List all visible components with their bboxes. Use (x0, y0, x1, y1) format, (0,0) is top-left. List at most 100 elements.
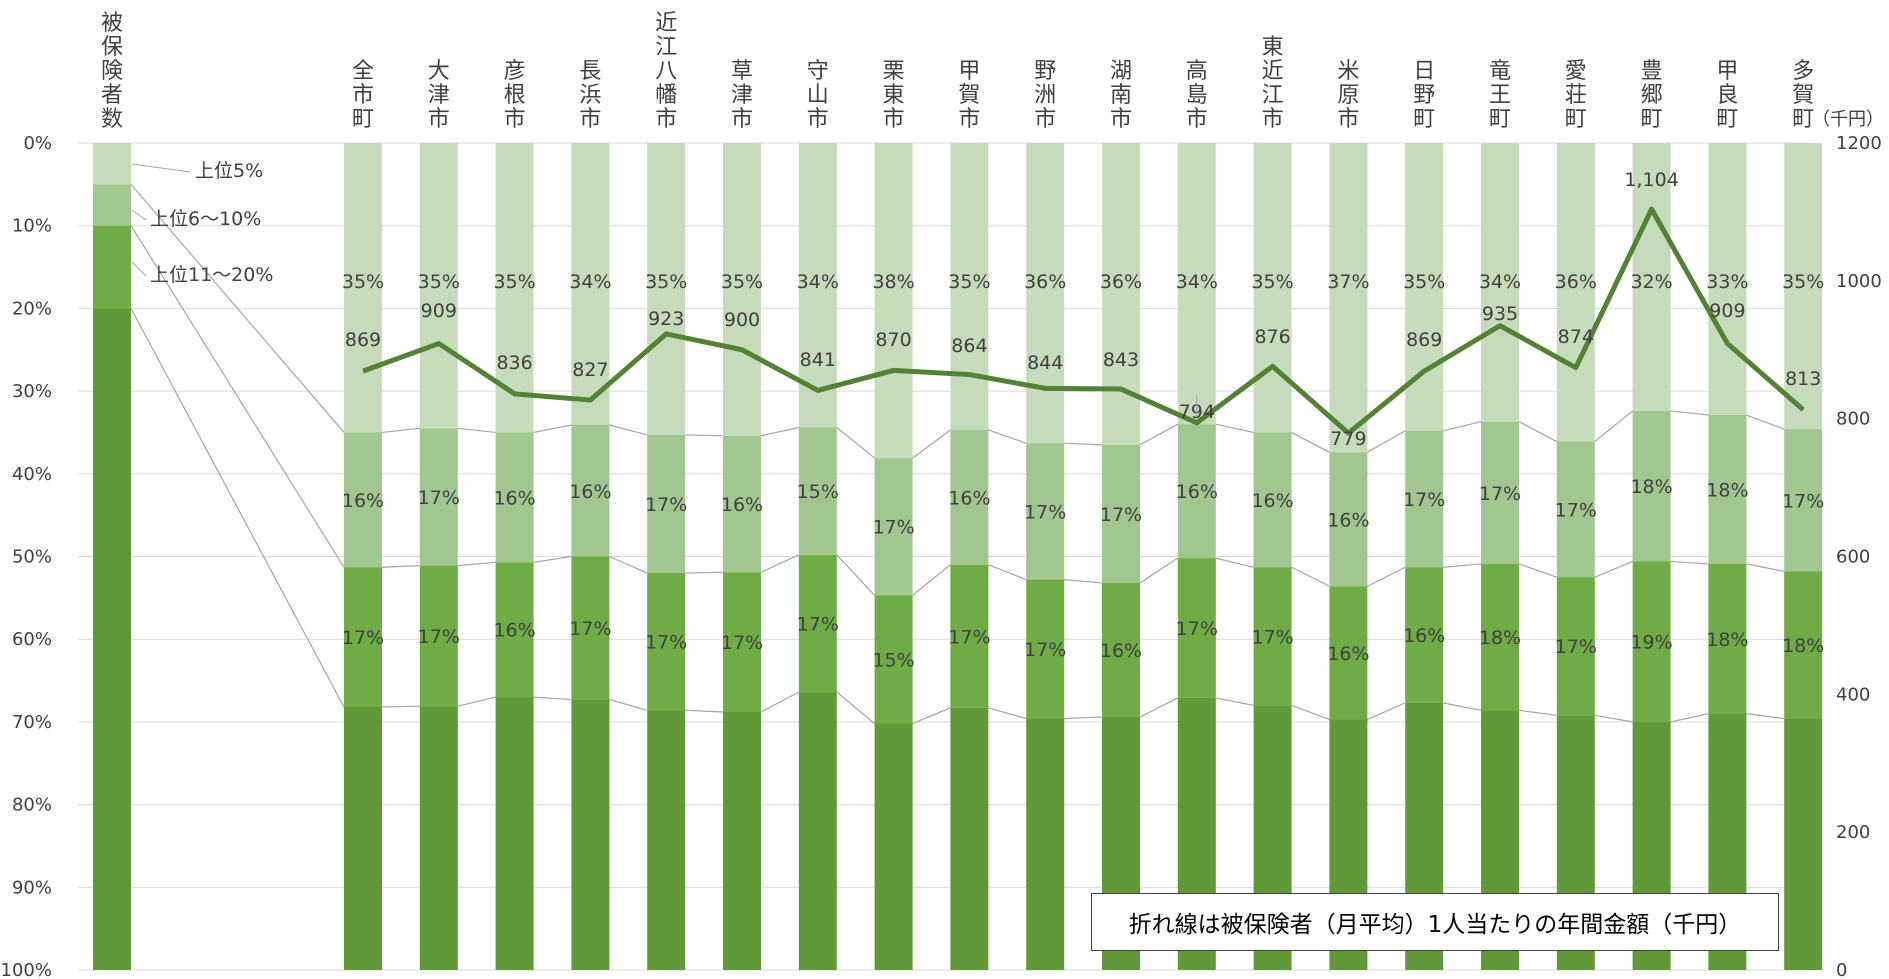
connector-line (1291, 566, 1330, 587)
connector-line (988, 564, 1027, 581)
bar-segment (647, 710, 686, 970)
category-label: 栗東市 (883, 59, 905, 132)
connector-line (1367, 430, 1406, 453)
bar-segment (344, 567, 382, 708)
line-value-label: 874 (1558, 326, 1594, 348)
line-value-label: 843 (1103, 349, 1139, 371)
connector-line (685, 709, 724, 713)
category-label: 甲賀市 (958, 59, 980, 132)
category-label: 高島市 (1186, 59, 1208, 132)
bar-segment (1102, 143, 1140, 445)
connector-line (533, 424, 572, 434)
segment-label: 17% (797, 613, 839, 635)
side-label: 上位6～10% (150, 208, 261, 230)
amount-line (362, 206, 1805, 436)
connector-line (1670, 410, 1709, 416)
line-value-label: 870 (875, 329, 911, 351)
connector-line (760, 691, 800, 713)
connector-line (1215, 423, 1254, 434)
connector-line (130, 183, 345, 433)
bar-segment (874, 723, 913, 970)
bar-segment (1177, 558, 1216, 698)
category-label-text: 豊郷町 (1641, 59, 1663, 132)
bar-segment (950, 143, 989, 430)
segment-label: 16% (569, 481, 611, 503)
segment-label: 37% (1327, 271, 1369, 293)
category-label-text: 大津市 (428, 59, 450, 132)
side-leader-line (131, 261, 147, 277)
connector-line (760, 554, 800, 573)
category-label: 竜王町 (1489, 59, 1511, 132)
segment-label: 17% (645, 632, 687, 654)
segment-label: 35% (493, 271, 535, 293)
connector-line (1670, 713, 1709, 723)
category-label: 湖南市 (1110, 59, 1132, 132)
connector-line (988, 429, 1027, 444)
insured-bar-segment (93, 184, 131, 226)
line-value-label: 1,104 (1624, 169, 1678, 191)
connector-line (1064, 579, 1103, 584)
category-label: 日野町 (1413, 59, 1435, 132)
bar-segment (495, 697, 534, 970)
segment-label: 16% (342, 490, 384, 512)
connector-line (1746, 414, 1785, 430)
line-series (362, 206, 1805, 436)
category-label: 多賀町 (1792, 59, 1814, 132)
segment-label: 16% (1403, 625, 1445, 647)
segment-labels: 35% 16% 17% 35% 17% 17% 35% 16% 16% 34% 16% 17% 35% 1… (342, 271, 1824, 671)
connector-line (1064, 442, 1103, 446)
category-label-text: 甲賀市 (958, 59, 980, 132)
bar-segment (1102, 444, 1140, 583)
bar-segment (344, 707, 382, 970)
line-value-label: 813 (1785, 368, 1821, 390)
segment-label: 19% (1630, 632, 1672, 654)
line-value-label: 900 (724, 309, 760, 331)
line-value-label: 836 (496, 352, 532, 374)
line-value-label: 869 (1406, 329, 1442, 351)
connector-line (130, 225, 345, 568)
left-tick-label: 20% (12, 298, 52, 319)
segment-label: 17% (645, 494, 687, 516)
segment-label: 16% (1327, 509, 1369, 531)
bar-segment (1253, 567, 1292, 706)
category-label-text: 東近江市 (1262, 35, 1284, 132)
segment-label: 17% (418, 626, 460, 648)
category-label-text: 竜王町 (1489, 59, 1511, 132)
connector-line (1518, 709, 1557, 716)
connector-line (1443, 563, 1482, 568)
segment-label: 34% (797, 271, 839, 293)
category-label: 豊郷町 (1641, 59, 1663, 132)
bar-segment (1026, 443, 1065, 580)
left-tick-label: 10% (12, 216, 52, 237)
bar-segment (344, 432, 382, 568)
connector-line (988, 707, 1027, 720)
bar-segment (1405, 430, 1444, 568)
segment-label: 36% (1100, 271, 1142, 293)
left-tick-label: 80% (12, 795, 52, 816)
segment-label: 17% (1251, 626, 1293, 648)
connector-line (836, 427, 875, 459)
bar-segment (1632, 143, 1671, 411)
segment-label: 35% (948, 271, 990, 293)
left-tick-label: 90% (12, 877, 52, 898)
bar-segment (1329, 452, 1368, 587)
line-note: 折れ線は被保険者（月平均）1人当たりの年間金額（千円） (1091, 893, 1779, 951)
line-value-label: 827 (572, 359, 608, 381)
bar-segment (874, 458, 913, 596)
bar-segment (1784, 571, 1823, 719)
left-tick-label: 50% (12, 547, 52, 568)
side-leader-line (131, 163, 191, 173)
segment-label: 17% (1403, 489, 1445, 511)
category-label-text: 全市町 (352, 59, 374, 132)
segment-label: 17% (1555, 499, 1597, 521)
category-label-text: 被保険者数 (101, 11, 123, 132)
connector-line (1443, 702, 1482, 711)
connector-line (533, 555, 572, 563)
category-label-text: 近江八幡市 (655, 11, 677, 132)
bar-segment (723, 711, 761, 970)
right-tick-label: 1000 (1836, 271, 1882, 292)
segment-label: 35% (342, 271, 384, 293)
segment-label: 16% (1327, 643, 1369, 665)
segment-label: 18% (1706, 480, 1748, 502)
connector-line (1746, 563, 1785, 572)
